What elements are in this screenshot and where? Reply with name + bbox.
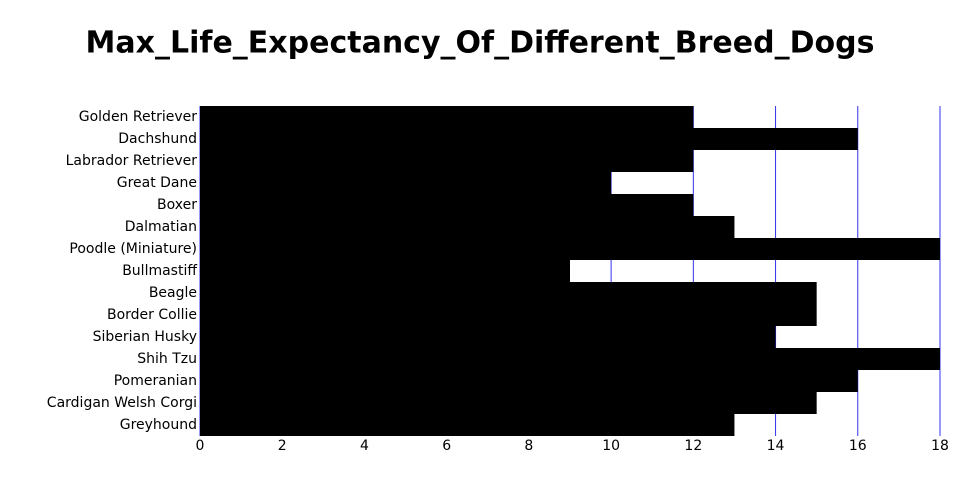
y-tick-label: Pomeranian xyxy=(114,373,197,389)
y-tick-label: Dalmatian xyxy=(125,219,197,235)
bar xyxy=(200,326,776,348)
y-tick-label: Great Dane xyxy=(117,175,197,191)
y-tick-label: Beagle xyxy=(149,285,197,301)
x-tick-label: 2 xyxy=(278,438,287,454)
y-tick-label: Border Collie xyxy=(107,307,197,323)
x-tick-label: 18 xyxy=(931,438,949,454)
y-tick-label: Siberian Husky xyxy=(93,329,197,345)
bar xyxy=(200,282,817,304)
bar xyxy=(200,304,817,326)
x-tick-label: 10 xyxy=(602,438,620,454)
bar xyxy=(200,260,570,282)
bar xyxy=(200,238,940,260)
y-tick-label: Labrador Retriever xyxy=(66,153,198,169)
x-tick-label: 4 xyxy=(360,438,369,454)
y-tick-label: Greyhound xyxy=(120,417,197,433)
bar xyxy=(200,370,858,392)
y-tick-label: Golden Retriever xyxy=(79,109,197,125)
x-tick-label: 0 xyxy=(196,438,205,454)
y-tick-label: Boxer xyxy=(157,197,197,213)
bar xyxy=(200,150,694,172)
x-tick-label: 14 xyxy=(767,438,785,454)
y-tick-label: Bullmastiff xyxy=(122,263,197,279)
bar xyxy=(200,348,940,370)
bar xyxy=(200,392,817,414)
y-tick-label: Shih Tzu xyxy=(137,351,197,367)
y-tick-label: Poodle (Miniature) xyxy=(69,241,197,257)
chart-title: Max_Life_Expectancy_Of_Different_Breed_D… xyxy=(86,26,875,61)
bar xyxy=(200,172,612,194)
y-tick-label: Cardigan Welsh Corgi xyxy=(47,395,197,411)
bar xyxy=(200,414,735,436)
x-tick-label: 6 xyxy=(442,438,451,454)
bar xyxy=(200,128,858,150)
x-tick-label: 12 xyxy=(684,438,702,454)
x-tick-label: 16 xyxy=(849,438,867,454)
x-tick-label: 8 xyxy=(524,438,533,454)
bar xyxy=(200,216,735,238)
bar xyxy=(200,194,694,216)
y-tick-label: Dachshund xyxy=(118,131,197,147)
bar xyxy=(200,106,694,128)
